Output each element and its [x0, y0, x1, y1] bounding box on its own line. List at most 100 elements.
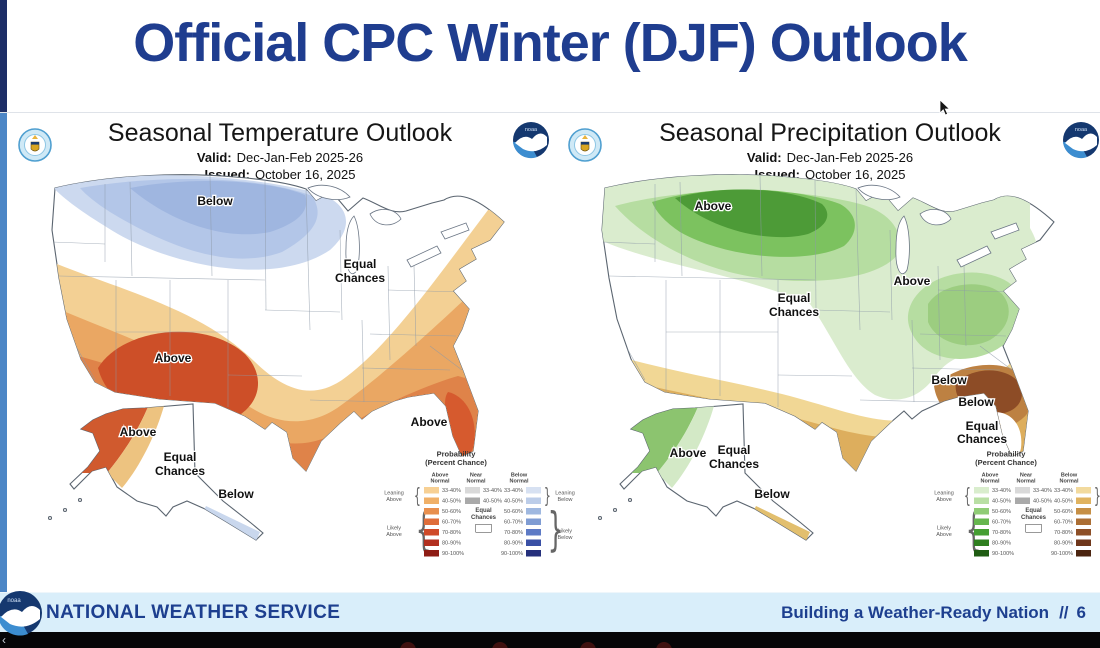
- meeting-control-dot[interactable]: [400, 642, 416, 648]
- legend-near-column: 33-40% 40-50%: [1015, 485, 1052, 506]
- brace-left-small: {: [413, 484, 421, 508]
- temp-ak-label-above: Above: [120, 425, 157, 439]
- precip-above-ohio-core: [928, 284, 1009, 346]
- legend-equal-chances: Equal Chances: [456, 507, 511, 533]
- alaska-precip-below-panhandle: [752, 506, 810, 540]
- temperature-map-title: Seasonal Temperature Outlook: [107, 119, 453, 147]
- legend-near-column: 33-40% 40-50%: [465, 485, 502, 506]
- title-divider: [0, 112, 1100, 113]
- brace-right-small: }: [1094, 486, 1100, 506]
- precip-label-equal: Equal: [778, 291, 811, 305]
- legend-col-below: Below Normal: [509, 472, 529, 485]
- precip-below-band-1: [602, 282, 1054, 472]
- meeting-control-dot[interactable]: [656, 642, 672, 648]
- brace-right-small: }: [543, 484, 551, 508]
- legend-likely-above: Likely Above: [936, 525, 952, 538]
- meeting-control-dot[interactable]: [492, 642, 508, 648]
- great-lakes: [857, 184, 1020, 275]
- temp-label-above-fl: Above: [411, 415, 448, 429]
- precipitation-map: Above Above Equal Chances Below Below Eq…: [597, 174, 1055, 541]
- legend-leaning-above: Leaning Above: [934, 490, 954, 503]
- brace-right-large: }: [547, 503, 564, 557]
- temp-above-band-1: [52, 206, 504, 472]
- legend-likely-above: Likely Above: [386, 525, 402, 538]
- legend-below-column: 33-40% 40-50% 50-60% 60-70% 70-80% 80-90…: [1043, 485, 1091, 559]
- precip-ak-label-chances: Chances: [709, 457, 759, 471]
- valid-value: Dec-Jan-Feb 2025-26: [786, 149, 914, 165]
- temperature-probability-legend: Probability (Percent Chance) Above Normal …: [345, 449, 575, 569]
- great-lakes: [307, 184, 470, 275]
- legend-title: Probability (Percent Chance): [975, 450, 1037, 468]
- slide-page-number: 6: [1076, 603, 1086, 622]
- precip-ak-label-equal: Equal: [718, 443, 751, 457]
- legend-leaning-above: Leaning Above: [384, 490, 404, 503]
- brace-left-small: {: [963, 484, 971, 508]
- temperature-valid-line: Valid: Dec-Jan-Feb 2025-26: [10, 150, 550, 165]
- svg-text:noaa: noaa: [7, 598, 21, 604]
- dept-of-commerce-seal: [18, 128, 52, 162]
- svg-text:noaa: noaa: [525, 127, 538, 133]
- precip-label-above-oh: Above: [894, 274, 931, 288]
- temp-above-florida: [445, 392, 475, 457]
- state-borders: [52, 175, 463, 407]
- legend-above-column: 33-40% 40-50% 50-60% 60-70% 70-80% 80-90…: [424, 485, 464, 559]
- temperature-panel-header: Seasonal Temperature Outlook Valid: Dec-J…: [10, 119, 550, 182]
- alaska-precip-above-band: [657, 404, 714, 488]
- precipitation-outlook-panel: Seasonal Precipitation Outlook Valid: Dec…: [560, 0, 1100, 648]
- valid-label: Valid:: [196, 149, 232, 165]
- valid-label: Valid:: [746, 149, 782, 165]
- legend-below-column: 33-40% 40-50% 50-60% 60-70% 70-80% 80-90…: [493, 485, 541, 559]
- meeting-control-dot[interactable]: [580, 642, 596, 648]
- footer-bar: NATIONAL WEATHER SERVICE Building a Weat…: [0, 592, 1100, 633]
- noaa-logo: noaa: [1063, 122, 1099, 159]
- back-chevron-icon[interactable]: ‹: [2, 633, 6, 647]
- precipitation-map-title: Seasonal Precipitation Outlook: [659, 119, 1001, 147]
- state-borders: [602, 175, 1013, 407]
- precipitation-probability-legend: Probability (Percent Chance) Above Normal …: [895, 449, 1100, 569]
- noaa-logo-footer: noaa: [0, 591, 42, 636]
- temp-ak-label-chances: Chances: [155, 464, 205, 478]
- slide-title: Official CPC Winter (DJF) Outlook: [133, 13, 968, 73]
- bottom-black-bar: [0, 632, 1100, 648]
- valid-value: Dec-Jan-Feb 2025-26: [236, 149, 364, 165]
- legend-above-column: 33-40% 40-50% 50-60% 60-70% 70-80% 80-90…: [974, 485, 1014, 559]
- precip-ak-label-above: Above: [670, 446, 707, 460]
- precip-ak-label-below: Below: [754, 487, 790, 501]
- alaska-temp-above-band: [107, 404, 164, 488]
- legend-col-above: Above Normal: [430, 472, 450, 485]
- left-edge-strip-dark: [0, 0, 7, 113]
- left-edge-strip-blue: [0, 113, 7, 592]
- footer-tagline: Building a Weather-Ready Nation // 6: [781, 593, 1086, 633]
- legend-equal-chances: Equal Chances: [1006, 507, 1061, 533]
- legend-col-near: Near Normal: [466, 472, 486, 485]
- temperature-outlook-panel: Seasonal Temperature Outlook Valid: Dec-J…: [10, 0, 575, 648]
- equal-chances-swatch: [1025, 523, 1042, 533]
- precip-label-equal-fl: Equal: [966, 419, 999, 433]
- temp-label-chances: Chances: [335, 271, 385, 285]
- mouse-cursor: [939, 99, 951, 116]
- legend-col-near: Near Normal: [1016, 472, 1036, 485]
- precip-label-above-mt: Above: [695, 199, 732, 213]
- precip-label-below-fl: Below: [958, 395, 994, 409]
- svg-text:noaa: noaa: [1075, 127, 1088, 133]
- legend-col-below: Below Normal: [1059, 472, 1079, 485]
- temp-label-below: Below: [197, 194, 233, 208]
- brace-right-large: }: [1098, 507, 1100, 553]
- temp-below-core: [130, 180, 307, 235]
- precip-above-core: [675, 189, 828, 238]
- dept-of-commerce-seal: [568, 128, 602, 162]
- issued-value: October 16, 2025: [805, 166, 906, 182]
- legend-title: Probability (Percent Chance): [425, 450, 487, 468]
- equal-chances-swatch: [475, 523, 492, 533]
- precip-label-chances-fl: Chances: [957, 432, 1007, 446]
- tagline-separator: //: [1059, 603, 1069, 622]
- precip-label-below-ga: Below: [931, 373, 967, 387]
- temp-ak-label-below: Below: [218, 487, 254, 501]
- footer-org-name: NATIONAL WEATHER SERVICE: [46, 602, 341, 623]
- precip-label-chances: Chances: [769, 305, 819, 319]
- legend-col-above: Above Normal: [980, 472, 1000, 485]
- temperature-map: Below Equal Chances Above Above Above Eq…: [47, 174, 505, 541]
